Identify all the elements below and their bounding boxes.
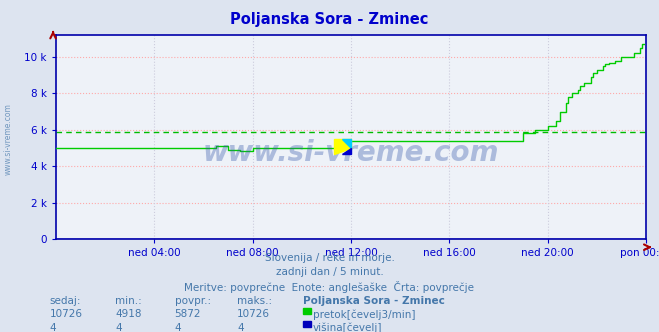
Text: povpr.:: povpr.: [175,296,211,306]
Polygon shape [342,148,351,153]
Text: 4: 4 [49,323,56,332]
Text: www.si-vreme.com: www.si-vreme.com [3,104,13,175]
Text: Poljanska Sora - Zminec: Poljanska Sora - Zminec [230,12,429,27]
Text: 4: 4 [237,323,244,332]
Polygon shape [333,139,351,153]
Text: 4: 4 [175,323,181,332]
Text: sedaj:: sedaj: [49,296,81,306]
Text: Meritve: povprečne  Enote: anglešaške  Črta: povprečje: Meritve: povprečne Enote: anglešaške Črt… [185,281,474,293]
Text: 4: 4 [115,323,122,332]
Text: 10726: 10726 [49,309,82,319]
Text: višina[čevelj]: višina[čevelj] [312,323,382,332]
Text: maks.:: maks.: [237,296,272,306]
Text: zadnji dan / 5 minut.: zadnji dan / 5 minut. [275,267,384,277]
Text: Slovenija / reke in morje.: Slovenija / reke in morje. [264,253,395,263]
Text: 5872: 5872 [175,309,201,319]
Polygon shape [342,139,351,148]
Text: 4918: 4918 [115,309,142,319]
Text: www.si-vreme.com: www.si-vreme.com [203,139,499,167]
Text: pretok[čevelj3/min]: pretok[čevelj3/min] [312,309,415,320]
Text: 10726: 10726 [237,309,270,319]
Text: min.:: min.: [115,296,142,306]
Text: Poljanska Sora - Zminec: Poljanska Sora - Zminec [303,296,445,306]
